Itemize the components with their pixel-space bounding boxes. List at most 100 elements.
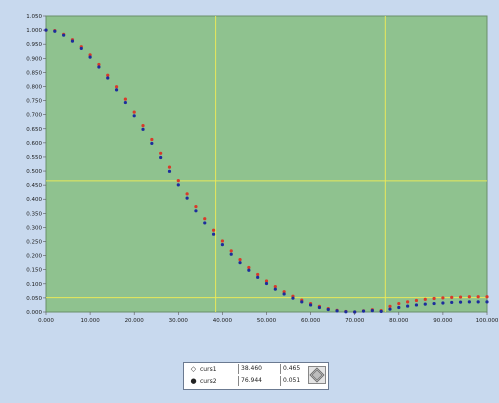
data-point-series-1 [441,296,445,300]
x-tick-labels: 0.000 10.000 20.000 30.000 40.000 50.000 60.00… [38,312,499,324]
x-tick-label: 80.000 [389,318,409,324]
x-tick-label: 90.000 [433,318,453,324]
y-tick-label: 0.300 [26,225,42,231]
data-point-series-2 [361,309,366,313]
data-point-series-2 [211,232,216,236]
data-point-series-2 [291,296,295,300]
data-point-series-2 [414,303,419,307]
y-tick-label: 0.950 [26,42,42,48]
data-point-series-1 [388,304,392,308]
y-tick-label: 0.500 [26,169,42,175]
cursor-lines[interactable] [46,16,487,312]
x-tick-label: 40.000 [213,318,233,324]
data-point-series-2 [441,301,445,305]
cursor-2-name: curs2 [200,378,217,385]
data-point-series-2 [397,305,401,310]
data-point-series-1 [167,165,172,169]
cursor-move-icon[interactable] [308,366,326,384]
y-tick-label: 0.650 [26,127,42,133]
cursor-1-name: curs1 [200,366,217,373]
data-point-series-2 [194,209,198,213]
x-tick-label: 30.000 [169,318,189,324]
cursor-2-y-value: 0.051 [280,376,309,386]
y-tick-label: 0.900 [26,56,42,62]
x-tick-label: 0.000 [38,318,54,324]
data-point-series-2 [123,100,127,105]
data-point-series-1 [247,265,251,270]
y-tick-labels: 0.000 0.050 0.100 0.150 0.200 0.250 0.300 0.350… [26,14,46,316]
data-point-series-2 [353,310,357,314]
data-point-series-2 [62,33,66,37]
cursor-row-2[interactable]: ● curs2 76.944 0.051 [184,376,328,388]
y-tick-label: 0.050 [26,296,42,302]
x-tick-label: 70.000 [345,318,365,324]
data-point-series-1 [88,53,92,57]
data-point-series-2 [159,155,163,160]
data-point-series-2 [273,287,277,291]
data-point-series-1 [220,239,224,243]
data-point-series-2 [229,252,233,256]
data-point-series-1 [273,285,277,289]
data-point-series-1 [97,62,101,67]
y-tick-label: 0.350 [26,211,42,217]
y-tick-label: 0.850 [26,70,42,76]
data-point-series-2 [106,76,110,80]
y-tick-label: 0.150 [26,268,42,274]
data-point-series-2 [70,39,75,43]
data-point-series-1 [467,295,471,299]
data-point-series-1 [432,296,436,301]
data-point-series-1 [450,295,454,299]
data-point-series-1 [194,204,198,209]
data-point-series-1 [406,300,410,304]
data-point-series-2 [370,308,374,313]
data-point-series-2 [220,243,224,247]
data-point-series-2 [114,88,119,92]
y-tick-label: 0.600 [26,141,42,147]
y-tick-label: 0.800 [26,84,42,90]
x-tick-label: 60.000 [301,318,321,324]
data-point-series-1 [485,295,489,299]
data-point-series-2 [247,268,251,272]
data-point-series-2 [432,301,436,306]
data-point-series-2 [238,261,242,265]
data-point-series-2 [326,307,330,312]
data-point-series-2 [458,300,463,304]
data-point-series-2 [44,28,48,32]
data-point-series-2 [300,300,304,304]
x-tick-label: 50.000 [257,318,277,324]
data-point-series-2 [335,309,339,313]
data-point-series-2 [282,292,286,296]
y-tick-label: 0.250 [26,240,42,246]
data-point-series-1 [458,295,463,299]
x-tick-label: 20.000 [125,318,145,324]
data-point-series-2 [309,303,313,307]
data-point-series-1 [123,97,127,101]
cursor-row-1[interactable]: ◇ curs1 38.460 0.465 [184,364,328,376]
data-point-series-1 [185,192,189,196]
cursor-1-x-value: 38.460 [238,364,281,374]
data-point-series-1 [176,179,180,183]
y-tick-label: 0.400 [26,197,42,203]
series-marks [44,28,489,314]
data-point-series-1 [476,295,480,299]
data-point-series-2 [264,281,269,286]
data-point-series-1 [282,290,286,294]
data-point-series-2 [485,300,489,304]
plot-area [45,15,488,313]
data-point-series-1 [238,257,242,262]
cursor-legend[interactable]: ◇ curs1 38.460 0.465 ● curs2 76.944 0.05… [183,362,329,390]
data-point-series-2 [150,141,154,146]
data-point-series-2 [132,114,136,118]
data-point-series-1 [141,124,145,128]
data-point-series-2 [185,196,189,200]
data-point-series-2 [88,55,92,59]
cursor-2-marker-icon: ● [190,377,197,385]
x-tick-label: 100.000 [476,318,499,324]
data-point-series-2 [423,302,427,306]
y-tick-label: 0.000 [26,310,42,316]
data-point-series-1 [150,137,154,142]
cursor-2-x-value: 76.944 [238,376,281,386]
y-tick-label: 1.000 [26,28,42,34]
y-tick-label: 0.200 [26,254,42,260]
data-point-series-1 [264,279,269,283]
